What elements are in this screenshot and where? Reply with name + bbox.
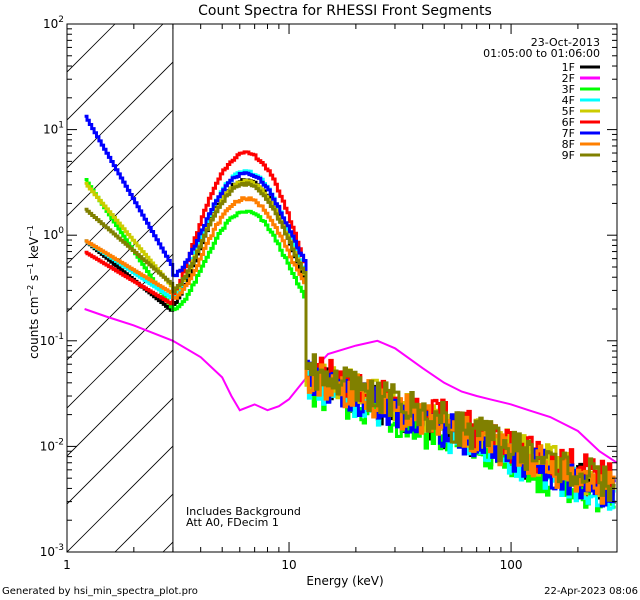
y-label-part-kev: keV [27, 236, 41, 263]
legend-label: 8F [562, 138, 575, 151]
y-axis-label: counts cm−2 s−1 keV−1 [26, 225, 41, 359]
x-axis-label: Energy (keV) [306, 574, 383, 588]
y-tick-mantissa: 10 [40, 334, 55, 348]
plot-frame [66, 23, 618, 553]
hatch-line [67, 109, 173, 217]
legend-label: 7F [562, 127, 575, 140]
date-label: 23-Oct-2013 [531, 36, 600, 49]
legend-label: 9F [562, 149, 575, 162]
hatch-line [67, 24, 164, 121]
y-tick-exponent: 0 [58, 226, 64, 236]
hatch-line [67, 61, 173, 169]
y-label-exp-kev: −1 [26, 225, 35, 237]
legend-label: 5F [562, 105, 575, 118]
legend-label: 1F [562, 61, 575, 74]
y-label-exp-s: −1 [26, 263, 35, 275]
hatch-line [67, 445, 173, 552]
y-tick-mantissa: 10 [43, 123, 58, 137]
note-background: Includes Background [186, 505, 301, 518]
y-label-exp-cm: −2 [26, 285, 35, 297]
y-tick-exponent: -3 [55, 543, 64, 553]
y-tick-label: 10-3 [40, 543, 64, 559]
y-tick-exponent: -1 [55, 332, 64, 342]
axis-ticks [66, 23, 618, 553]
y-tick-mantissa: 10 [43, 17, 58, 31]
legend-label: 2F [562, 72, 575, 85]
legend-label: 3F [562, 83, 575, 96]
hatch-line [67, 349, 173, 457]
y-tick-mantissa: 10 [40, 439, 55, 453]
legend-label: 6F [562, 116, 575, 129]
y-tick-label: 10-2 [40, 437, 64, 453]
y-tick-exponent: -2 [55, 437, 64, 447]
legend-label: 4F [562, 94, 575, 107]
hatch-line [67, 253, 173, 361]
note-attenuator: Att A0, FDecim 1 [186, 516, 279, 529]
y-tick-label: 101 [43, 121, 64, 137]
footer-timestamp: 22-Apr-2023 08:06 [544, 586, 638, 597]
hatched-region [67, 24, 173, 552]
series-layer [84, 114, 617, 513]
y-tick-mantissa: 10 [43, 228, 58, 242]
y-tick-label: 102 [43, 15, 64, 31]
x-tick-label: 1 [63, 558, 71, 572]
series-line-6F [84, 150, 616, 496]
x-tick-label: 100 [500, 558, 523, 572]
hatch-line [67, 205, 173, 313]
y-label-part-s: s [27, 275, 41, 285]
y-tick-label: 100 [43, 226, 64, 242]
hatch-line [67, 301, 173, 409]
y-tick-label: 10-1 [40, 332, 64, 348]
footer-generator: Generated by hsi_min_spectra_plot.pro [2, 586, 198, 597]
x-tick-label: 10 [281, 558, 296, 572]
chart-title: Count Spectra for RHESSI Front Segments [198, 3, 492, 19]
y-label-part-counts: counts cm [27, 297, 41, 359]
series-line-2F [84, 308, 617, 464]
y-tick-exponent: 2 [58, 15, 64, 25]
hatch-line [67, 397, 173, 505]
time-range-label: 01:05:00 to 01:06:00 [483, 47, 600, 60]
y-tick-exponent: 1 [58, 121, 64, 131]
y-tick-mantissa: 10 [40, 545, 55, 559]
